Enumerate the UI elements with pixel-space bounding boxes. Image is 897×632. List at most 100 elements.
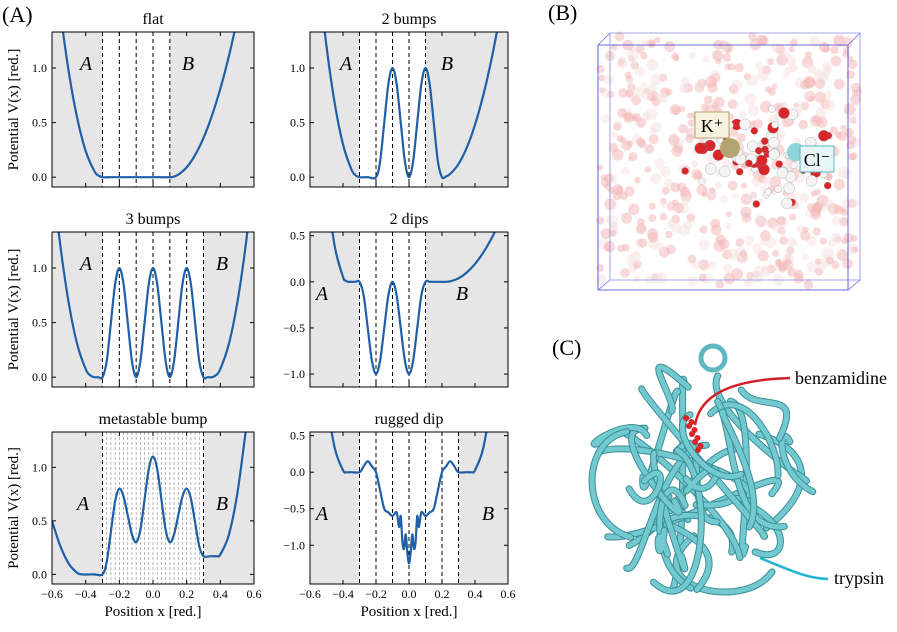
- ribbon: [680, 412, 744, 479]
- ribbon: [589, 429, 634, 540]
- water-atom: [766, 58, 775, 66]
- pointer: [759, 556, 829, 581]
- water-atom: [621, 166, 630, 176]
- water-atom: [756, 214, 764, 222]
- water-atom: [826, 204, 836, 213]
- water-atom: [849, 83, 858, 91]
- water-atom: [753, 119, 763, 129]
- water-atom: [850, 235, 858, 242]
- ligand-atom: [683, 415, 689, 421]
- water-atom: [722, 53, 732, 62]
- panel-label: (B): [548, 0, 577, 25]
- water-atom: [791, 239, 799, 247]
- water-atom: [814, 258, 822, 265]
- x-tick-label: −0.6: [299, 587, 321, 601]
- state-label: A: [78, 53, 93, 75]
- water-atom: [666, 219, 675, 228]
- water-atom: [614, 31, 625, 42]
- water-atom: [806, 260, 819, 273]
- water-atom: [736, 133, 746, 143]
- water-atom: [727, 180, 738, 191]
- x-tick-label: 0.2: [435, 587, 450, 601]
- water-atom: [823, 99, 836, 111]
- water-atom: [757, 250, 769, 262]
- water-atom: [639, 82, 648, 91]
- water-atom: [735, 238, 745, 247]
- solvation-atom: [768, 136, 780, 149]
- water-atom: [707, 82, 718, 93]
- water-atom: [637, 238, 648, 248]
- water-atom: [710, 224, 722, 236]
- water-atom: [771, 223, 780, 232]
- water-atom: [651, 272, 663, 284]
- state-region: [203, 432, 254, 584]
- water-atom: [611, 149, 624, 161]
- y-tick-label: −1.0: [283, 538, 305, 552]
- water-atom: [660, 201, 668, 209]
- water-atom: [650, 173, 662, 185]
- state-label: B: [482, 503, 494, 525]
- solvation-atom: [783, 182, 795, 194]
- water-atom: [606, 214, 619, 227]
- water-atom: [825, 256, 834, 265]
- water-atom: [842, 258, 853, 269]
- solvation-atom: [755, 147, 763, 155]
- water-atom: [830, 45, 839, 54]
- water-atom: [654, 158, 665, 169]
- water-atom: [752, 243, 763, 254]
- water-atom: [644, 144, 655, 154]
- panel-title: 2 bumps: [382, 11, 437, 28]
- water-atom: [784, 66, 794, 75]
- water-atom: [819, 237, 827, 245]
- water-atom: [668, 134, 680, 146]
- water-atom: [757, 69, 769, 82]
- water-atom: [641, 89, 653, 101]
- water-atom: [624, 71, 632, 79]
- water-atom: [803, 76, 816, 89]
- water-atom: [603, 74, 614, 85]
- water-atom: [746, 74, 758, 87]
- y-tick-label: 0.5: [290, 229, 305, 243]
- x-tick-label: 0.0: [146, 587, 161, 601]
- water-atom: [598, 74, 605, 82]
- water-atom: [686, 112, 693, 119]
- molecule-label: trypsin: [834, 568, 884, 588]
- state-label: A: [314, 283, 329, 305]
- ribbon: [626, 470, 663, 504]
- water-atom: [714, 182, 722, 189]
- state-region: [52, 32, 103, 187]
- water-atom: [596, 65, 605, 74]
- water-atom: [724, 63, 731, 70]
- y-tick-label: 0.0: [32, 370, 47, 384]
- water-atom: [791, 190, 799, 199]
- solvation-atom: [761, 137, 769, 145]
- ribbon: [591, 425, 650, 447]
- water-atom: [731, 268, 744, 280]
- water-atom: [680, 195, 691, 205]
- water-atom: [780, 229, 787, 237]
- panel-title: rugged dip: [375, 411, 444, 428]
- water-atom: [623, 112, 635, 123]
- panel: 0.0 0.5 1.0 2 bumps A B: [290, 11, 509, 188]
- state-label: B: [441, 53, 453, 75]
- water-atom: [625, 90, 634, 99]
- y-tick-label: 1.0: [32, 61, 47, 75]
- water-atom: [664, 178, 673, 188]
- state-label: B: [216, 253, 228, 275]
- state-label: B: [456, 283, 468, 305]
- panel-label: (C): [552, 335, 581, 360]
- label-box: [694, 111, 730, 139]
- water-atom: [827, 239, 836, 248]
- panel-title: 3 bumps: [126, 211, 181, 228]
- water-atom: [603, 240, 616, 253]
- water-atom: [846, 111, 857, 122]
- water-atom: [838, 206, 846, 214]
- y-tick-label: 0.5: [32, 316, 47, 330]
- potential-curve: [331, 232, 496, 376]
- water-atom: [836, 249, 849, 262]
- state-label: A: [338, 53, 353, 75]
- potential-curve: [61, 32, 236, 179]
- water-atom: [648, 134, 659, 145]
- y-tick-label: −0.5: [283, 321, 305, 335]
